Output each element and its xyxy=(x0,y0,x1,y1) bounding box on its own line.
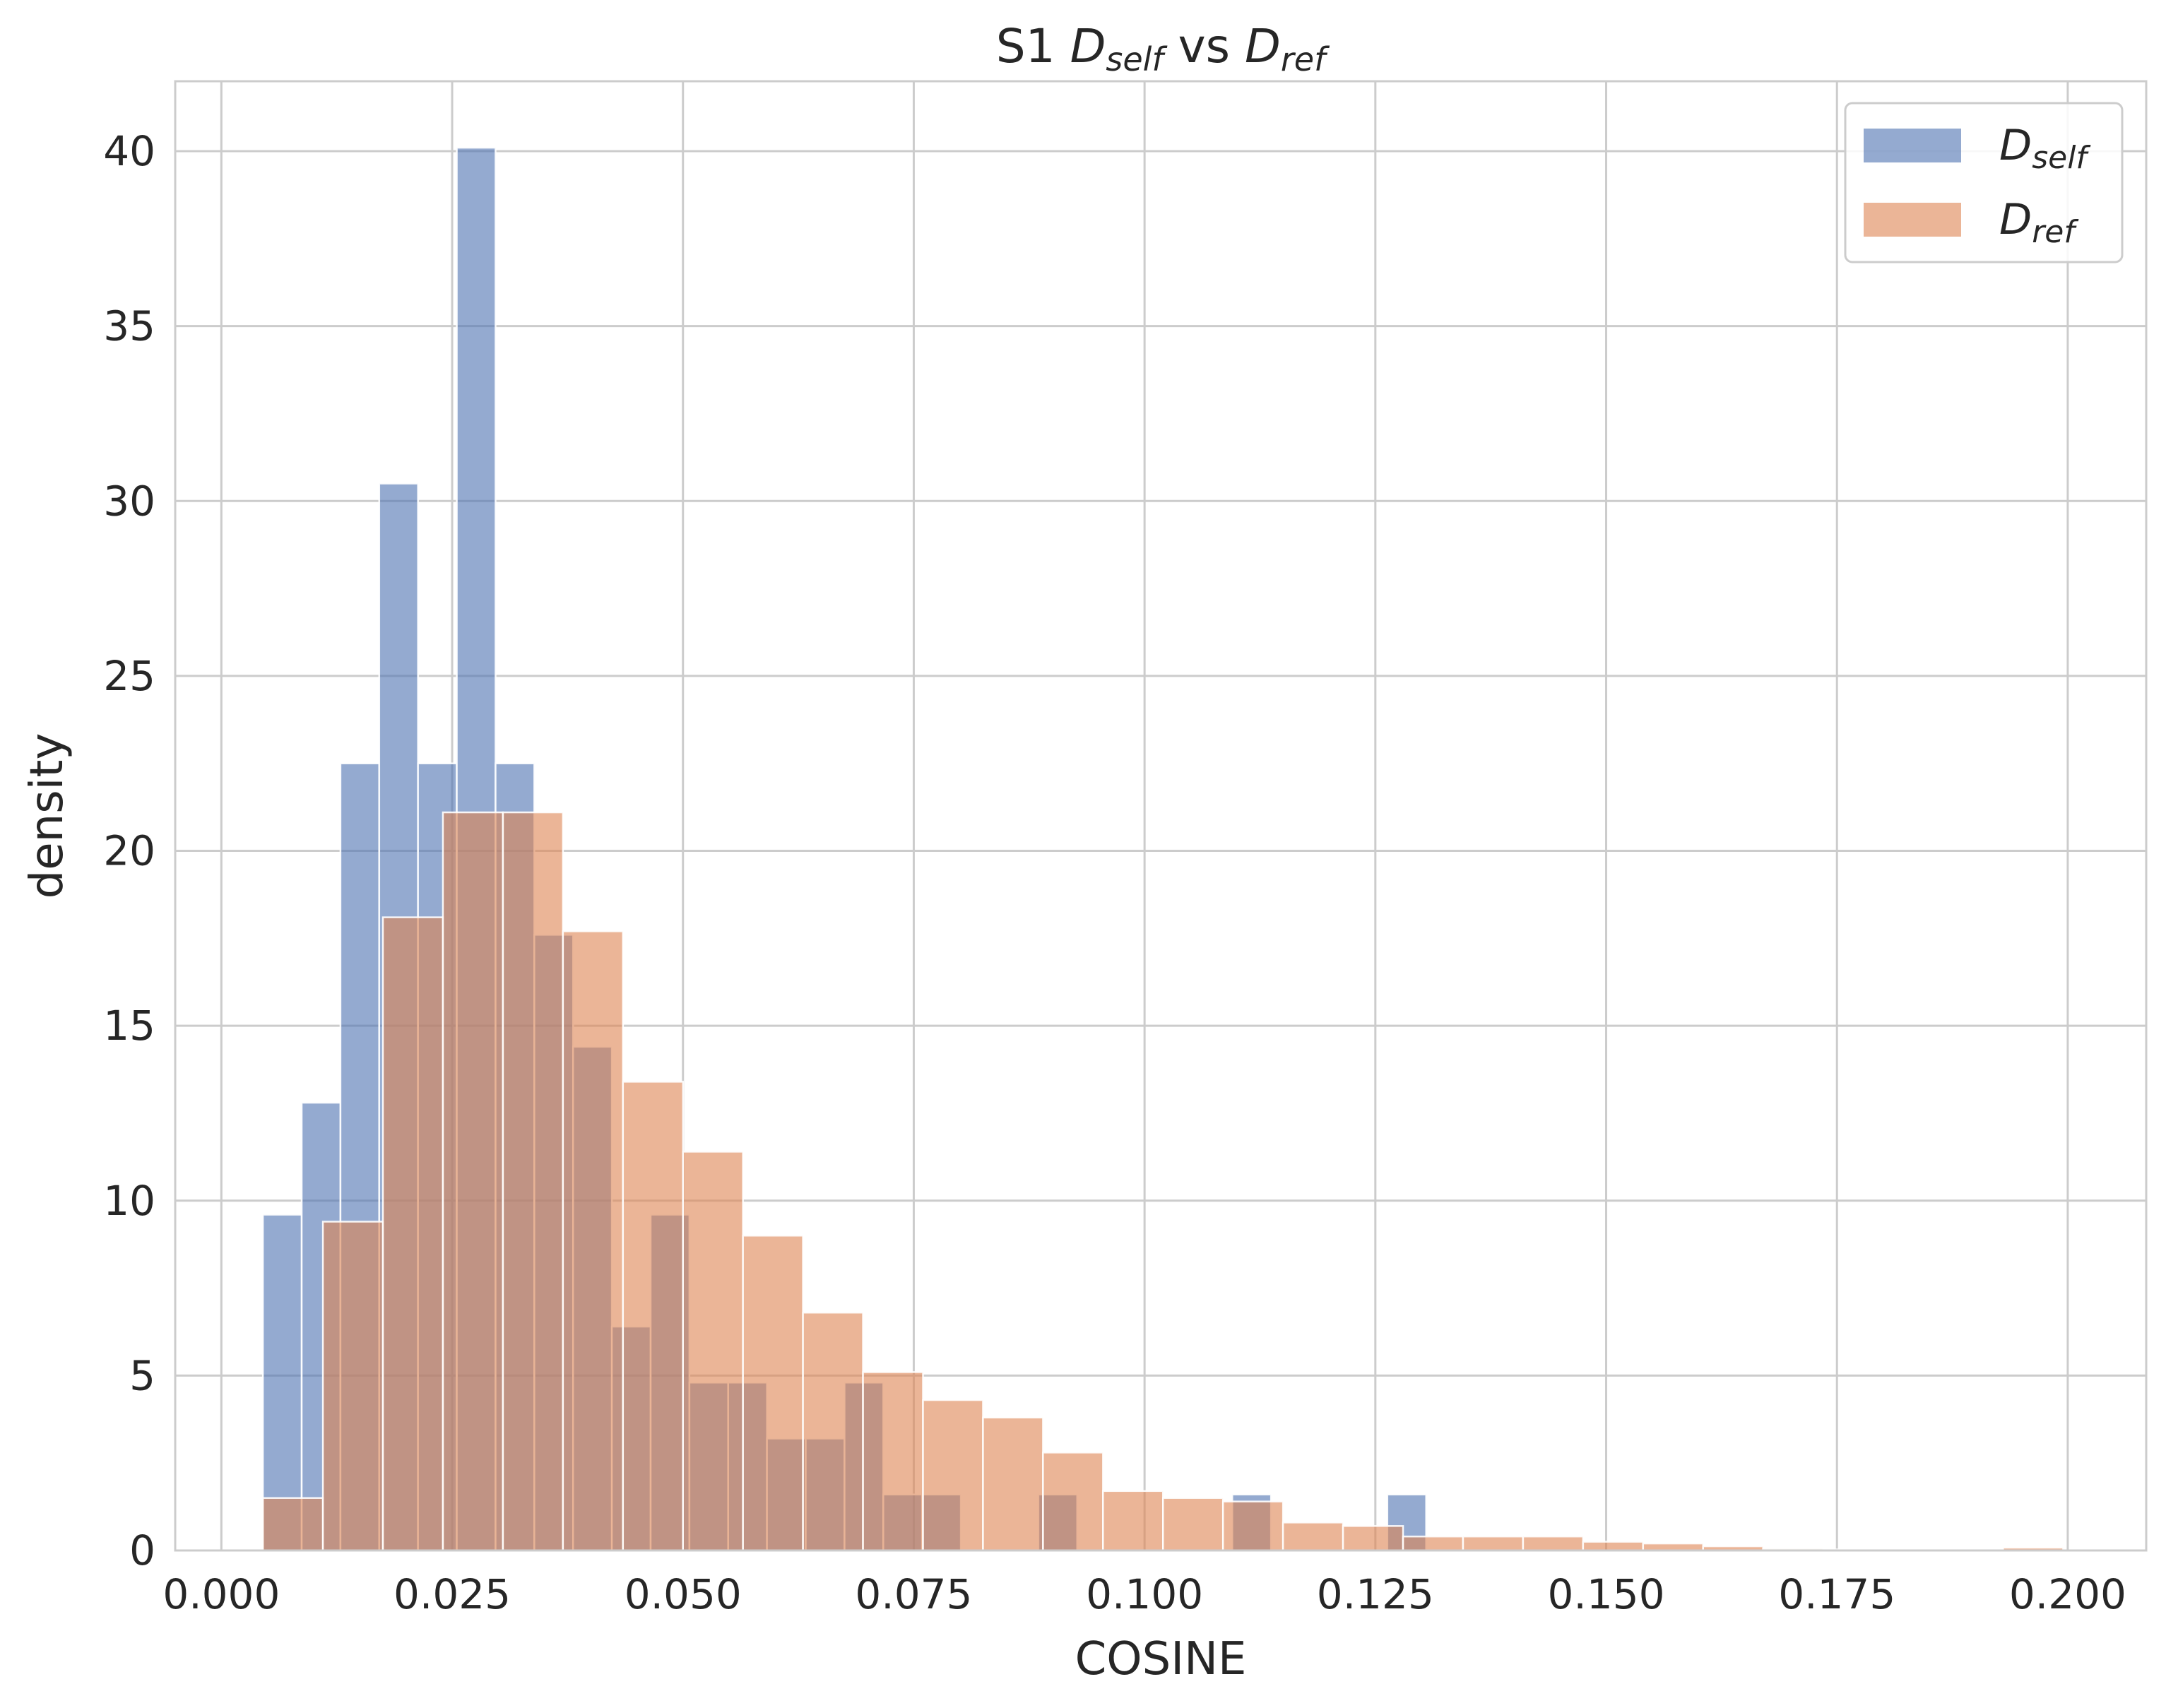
legend-swatch-ref xyxy=(1864,203,1961,237)
x-tick-label: 0.175 xyxy=(1778,1570,1895,1618)
y-tick-label: 25 xyxy=(103,652,155,700)
histogram-bar-ref xyxy=(1102,1490,1164,1552)
plot-frame xyxy=(174,80,2148,1552)
y-tick-label: 15 xyxy=(103,1002,155,1050)
histogram-bar-ref xyxy=(1221,1500,1284,1552)
chart-title: S1 Dself vs Dref xyxy=(996,19,1330,78)
histogram-bar-ref xyxy=(442,811,504,1552)
legend-box xyxy=(1844,102,2124,263)
y-tick-label: 20 xyxy=(103,827,155,875)
histogram-bar-ref xyxy=(1462,1535,1525,1552)
histogram-bar-ref xyxy=(682,1151,744,1552)
y-tick-label: 35 xyxy=(103,302,155,350)
y-tick-label: 5 xyxy=(129,1351,155,1399)
x-tick-label: 0.100 xyxy=(1086,1570,1203,1618)
x-tick-label: 0.050 xyxy=(625,1570,742,1618)
histogram-bar-ref xyxy=(1582,1541,1645,1552)
histogram-bar-ref xyxy=(261,1497,324,1552)
legend-label-self: Dself xyxy=(1999,121,2091,176)
histogram-bar-ref xyxy=(321,1221,384,1552)
x-axis-label: COSINE xyxy=(1075,1633,1247,1685)
y-tick-label: 40 xyxy=(103,127,155,175)
y-axis-label: density xyxy=(21,733,73,899)
histogram-bar-ref xyxy=(502,811,564,1552)
y-axis-ticks: 0 5 10 15 20 25 30 35 40 xyxy=(103,127,155,1574)
legend: Dself Dref xyxy=(1844,102,2124,263)
x-axis-ticks: 0.000 0.025 0.050 0.075 0.100 0.125 0.150 0.175… xyxy=(162,1570,2126,1618)
x-tick-label: 0.150 xyxy=(1548,1570,1665,1618)
histogram-bar-ref xyxy=(562,930,625,1552)
x-tick-label: 0.200 xyxy=(2009,1570,2126,1618)
histogram-bar-ref xyxy=(381,916,444,1552)
histogram-bar-ref xyxy=(1282,1522,1344,1552)
histogram-bar-ref xyxy=(922,1399,984,1552)
y-tick-label: 0 xyxy=(129,1526,155,1574)
histogram-bar-ref xyxy=(982,1416,1044,1552)
histogram-bar-ref xyxy=(802,1311,864,1552)
histogram-bar-ref xyxy=(1342,1525,1404,1552)
histogram-bar-ref xyxy=(862,1371,924,1552)
x-tick-label: 0.025 xyxy=(393,1570,511,1618)
histogram-bar-ref xyxy=(1522,1535,1585,1552)
legend-swatch-self xyxy=(1864,129,1961,162)
x-tick-label: 0.125 xyxy=(1317,1570,1434,1618)
histogram-bar-ref xyxy=(622,1081,684,1552)
histogram-bar-ref xyxy=(1402,1535,1464,1552)
histogram-bar-ref xyxy=(742,1235,804,1552)
x-tick-label: 0.075 xyxy=(855,1570,972,1618)
y-tick-label: 30 xyxy=(103,477,155,525)
histogram-bar-ref xyxy=(1162,1497,1224,1552)
legend-label-ref: Dref xyxy=(1999,195,2079,250)
y-tick-label: 10 xyxy=(103,1177,155,1225)
histogram-bar-ref xyxy=(1042,1452,1104,1552)
x-tick-label: 0.000 xyxy=(162,1570,280,1618)
